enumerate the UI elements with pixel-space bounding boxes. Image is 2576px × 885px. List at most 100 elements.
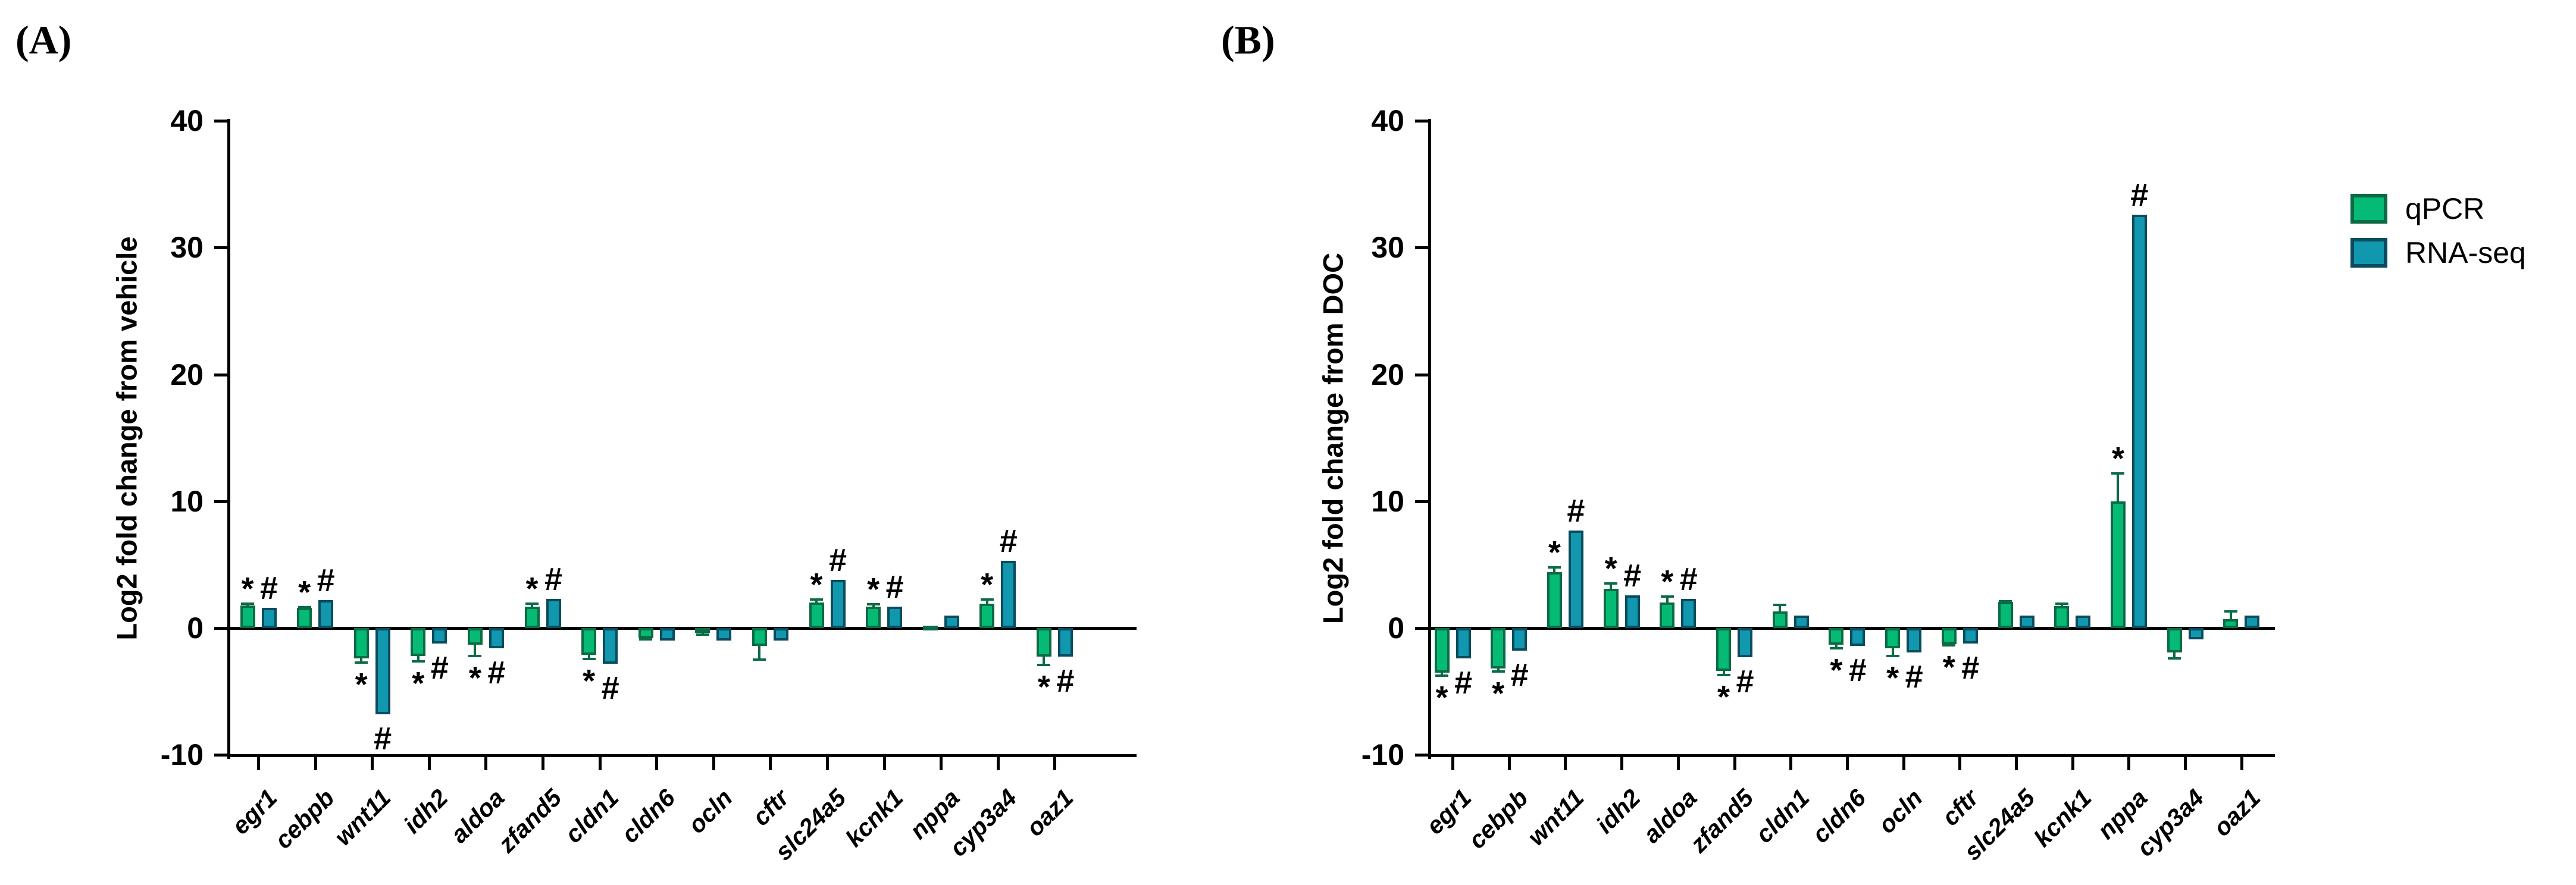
sig-mark-qpcr-cldn6: * [1830, 652, 1843, 689]
y-tick-label: 20 [170, 357, 204, 391]
error-cap-oaz1 [1037, 663, 1051, 666]
sig-mark-qpcr-kcnk1: * [867, 572, 880, 608]
gene-label-zfand5: zfand5 [1684, 784, 1759, 858]
error-bar-wnt11 [360, 658, 363, 664]
y-tick-label: 0 [187, 611, 204, 645]
x-tick [996, 757, 1000, 770]
sig-mark-rna-seq-zfand5: # [1736, 664, 1754, 700]
y-tick-label: -10 [1361, 738, 1404, 772]
bar-qpcr-ocln [1885, 628, 1901, 649]
error-cap-ocln [696, 633, 709, 636]
bar-rna-seq-cyp3a4 [1001, 561, 1016, 628]
x-tick [769, 757, 772, 770]
gene-label-cldn6: cldn6 [616, 784, 681, 849]
error-bar-ocln [1891, 648, 1894, 658]
error-cap-egr1 [1435, 674, 1448, 677]
bar-rna-seq-egr1 [1456, 628, 1471, 659]
bar-qpcr-slc24a5 [809, 602, 824, 628]
sig-mark-qpcr-slc24a5: * [810, 566, 823, 602]
x-tick [2127, 757, 2131, 770]
x-tick [598, 757, 602, 770]
x-tick [2184, 757, 2187, 770]
sig-mark-rna-seq-wnt11: # [374, 720, 392, 757]
error-cap-ocln [1886, 655, 1899, 658]
bar-qpcr-zfand5 [524, 606, 540, 628]
error-cap-slc24a5 [1999, 600, 2012, 603]
bar-rna-seq-zfand5 [546, 598, 561, 628]
y-tick [1415, 373, 1428, 376]
error-cap-zfand5 [1717, 674, 1730, 677]
y-axis-line [227, 119, 230, 759]
bar-rna-seq-kcnk1 [887, 606, 903, 628]
error-cap-wnt11 [355, 661, 368, 664]
x-tick [371, 757, 374, 770]
bar-rna-seq-cldn6 [659, 628, 675, 641]
y-tick [1415, 627, 1428, 630]
x-tick [257, 757, 260, 770]
bar-rna-seq-oaz1 [1057, 628, 1073, 657]
legend-item-rnaseq: RNA-seq [2350, 236, 2526, 270]
error-cap-idh2 [1604, 582, 1618, 585]
sig-mark-rna-seq-egr1: # [1454, 665, 1473, 701]
y-tick [214, 120, 227, 123]
y-tick-label: 30 [170, 231, 204, 265]
legend-label-rnaseq: RNA-seq [2405, 236, 2526, 269]
y-tick-label: 20 [1371, 357, 1404, 391]
gene-label-cftr: cftr [747, 784, 794, 831]
sig-mark-qpcr-egr1: * [1435, 680, 1448, 716]
gene-label-oaz1: oaz1 [2208, 784, 2266, 842]
sig-mark-rna-seq-cebpb: # [1510, 657, 1529, 693]
bar-rna-seq-cldn6 [1850, 628, 1866, 646]
sig-mark-rna-seq-kcnk1: # [885, 569, 904, 605]
error-cap-cyp3a4 [980, 598, 994, 601]
bar-rna-seq-cldn1 [603, 628, 618, 664]
sig-mark-rna-seq-zfand5: # [544, 561, 563, 597]
x-tick [484, 757, 488, 770]
bar-rna-seq-cldn1 [1794, 615, 1809, 628]
bar-qpcr-nppa [922, 625, 938, 630]
error-cap-nppa [2111, 472, 2125, 475]
error-bar-cftr [758, 645, 761, 661]
sig-mark-qpcr-wnt11: * [355, 666, 368, 702]
y-tick-label: 30 [1371, 231, 1404, 265]
bar-rna-seq-cebpb [1512, 628, 1528, 651]
x-tick [542, 757, 544, 770]
error-cap-zfand5 [525, 602, 539, 605]
sig-mark-rna-seq-cebpb: # [317, 563, 335, 599]
y-tick [214, 627, 227, 630]
bar-qpcr-cldn6 [638, 628, 653, 639]
x-tick [655, 757, 659, 770]
error-bar-oaz1 [2229, 610, 2232, 620]
bar-qpcr-aldoa [1660, 602, 1675, 628]
sig-mark-rna-seq-nppa: # [2130, 177, 2149, 213]
error-cap-wnt11 [1548, 566, 1561, 569]
error-bar-cyp3a4 [2173, 652, 2176, 660]
gene-label-oaz1: oaz1 [1021, 784, 1079, 842]
gene-label-zfand5: zfand5 [493, 784, 567, 858]
gene-label-idh2: idh2 [398, 784, 453, 839]
error-bar-cldn1 [1779, 604, 1782, 612]
error-cap-aldoa [468, 655, 482, 658]
error-bar-zfand5 [1722, 671, 1725, 676]
x-tick [1958, 757, 1962, 770]
legend-label-qpcr: qPCR [2405, 192, 2485, 225]
x-tick [1451, 757, 1454, 770]
panel-b-letter: (B) [1221, 17, 1275, 62]
x-tick [1507, 757, 1511, 770]
error-cap-cldn6 [639, 638, 653, 641]
bar-qpcr-ocln [695, 628, 710, 633]
x-tick [427, 757, 431, 770]
gene-label-wnt11: wnt11 [329, 784, 396, 851]
bar-rna-seq-idh2 [1625, 595, 1640, 628]
bar-qpcr-nppa [2110, 501, 2126, 628]
bar-qpcr-zfand5 [1716, 628, 1731, 671]
y-axis-line [1428, 119, 1431, 759]
sig-mark-qpcr-zfand5: * [1717, 679, 1730, 715]
x-tick [1902, 757, 1905, 770]
y-tick-label: 10 [1371, 484, 1404, 518]
sig-mark-rna-seq-oaz1: # [1056, 663, 1075, 699]
gene-label-cebpb: cebpb [269, 784, 340, 854]
error-bar-idh2 [417, 655, 420, 663]
sig-mark-rna-seq-ocln: # [1905, 658, 1923, 695]
y-tick-label: 10 [170, 484, 204, 518]
